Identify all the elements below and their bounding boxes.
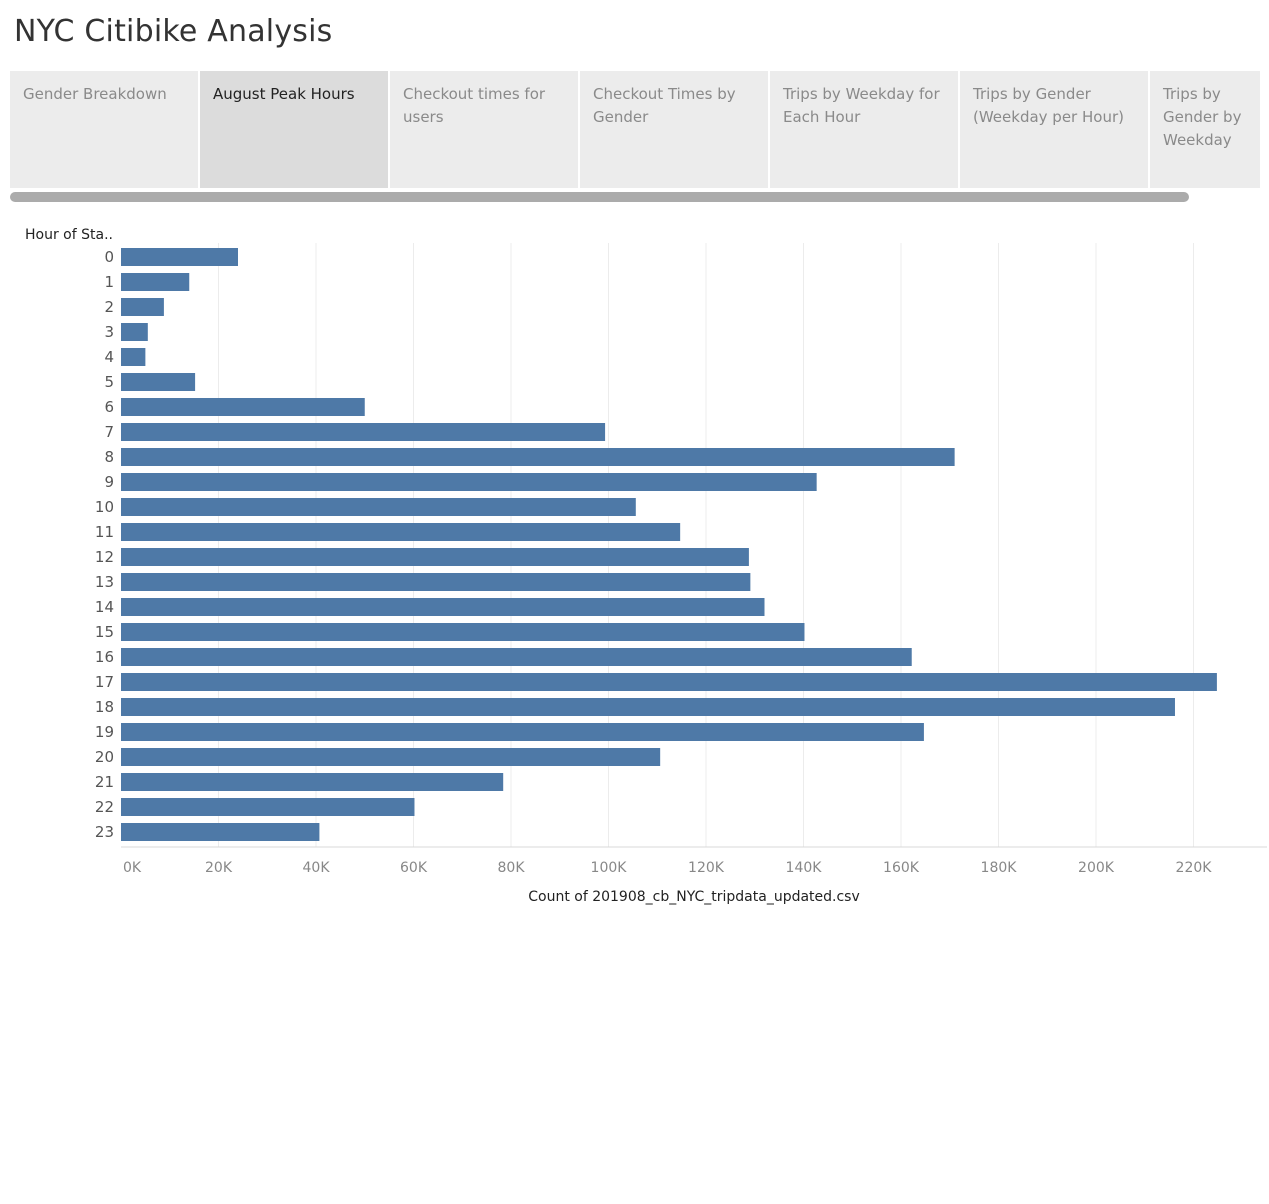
tab-checkout-times-users[interactable]: Checkout times for users <box>390 71 578 188</box>
tab-trips-gender-weekday-hour[interactable]: Trips by Gender (Weekday per Hour) <box>960 71 1148 188</box>
bars <box>121 248 1217 841</box>
y-tick-label: 22 <box>95 798 114 816</box>
y-tick-label: 15 <box>95 623 114 641</box>
y-tick-label: 21 <box>95 773 114 791</box>
x-tick-label: 120K <box>688 860 725 876</box>
x-tick-label: 60K <box>400 860 428 876</box>
x-tick-label: 180K <box>981 860 1018 876</box>
x-tick-label: 220K <box>1176 860 1213 876</box>
y-tick-label: 5 <box>104 373 114 391</box>
bar-hour-5[interactable] <box>121 373 196 391</box>
x-tick-label: 20K <box>205 860 233 876</box>
bar-hour-15[interactable] <box>121 623 805 641</box>
x-tick-label: 0K <box>123 860 142 876</box>
tab-trips-weekday-hour[interactable]: Trips by Weekday for Each Hour <box>770 71 958 188</box>
bar-hour-11[interactable] <box>121 523 681 541</box>
x-tick-label: 100K <box>591 860 628 876</box>
x-axis-title: Count of 201908_cb_NYC_tripdata_updated.… <box>528 889 860 905</box>
x-tick-label: 80K <box>498 860 526 876</box>
x-tick-label: 40K <box>303 860 331 876</box>
y-tick-label: 18 <box>95 698 114 716</box>
bar-hour-9[interactable] <box>121 473 817 491</box>
tab-gender-breakdown[interactable]: Gender Breakdown <box>10 71 198 188</box>
y-tick-label: 19 <box>95 723 114 741</box>
y-tick-label: 10 <box>95 498 114 516</box>
y-tick-label: 16 <box>95 648 114 666</box>
y-tick-label: 20 <box>95 748 114 766</box>
y-tick-label: 0 <box>104 248 114 266</box>
bar-hour-17[interactable] <box>121 673 1217 691</box>
y-tick-label: 9 <box>104 473 114 491</box>
bar-hour-2[interactable] <box>121 298 164 316</box>
tab-scrollbar-thumb[interactable] <box>10 192 1189 202</box>
x-tick-label: 160K <box>883 860 920 876</box>
y-tick-label: 4 <box>104 348 114 366</box>
y-tick-label: 3 <box>104 323 114 341</box>
bar-hour-18[interactable] <box>121 698 1175 716</box>
bar-hour-21[interactable] <box>121 773 504 791</box>
gridlines <box>121 243 1267 848</box>
y-tick-label: 8 <box>104 448 114 466</box>
x-tick-labels: 0K 20K 40K 60K 80K 100K 120K 140K 160K 180K 200K 22… <box>123 860 1212 876</box>
bar-hour-13[interactable] <box>121 573 751 591</box>
y-tick-label: 14 <box>95 598 114 616</box>
bar-hour-10[interactable] <box>121 498 636 516</box>
y-tick-label: 2 <box>104 298 114 316</box>
bar-hour-16[interactable] <box>121 648 912 666</box>
bar-hour-12[interactable] <box>121 548 749 566</box>
x-tick-label: 140K <box>786 860 823 876</box>
bar-hour-20[interactable] <box>121 748 661 766</box>
y-axis-title: Hour of Sta.. <box>25 227 113 243</box>
y-tick-label: 1 <box>104 273 114 291</box>
y-tick-label: 13 <box>95 573 114 591</box>
bar-hour-6[interactable] <box>121 398 365 416</box>
y-tick-label: 17 <box>95 673 114 691</box>
bar-hour-23[interactable] <box>121 823 320 841</box>
y-tick-label: 6 <box>104 398 114 416</box>
y-tick-label: 7 <box>104 423 114 441</box>
page-title: NYC Citibike Analysis <box>14 14 333 49</box>
bar-hour-0[interactable] <box>121 248 238 266</box>
y-tick-label: 11 <box>95 523 114 541</box>
tab-checkout-times-gender[interactable]: Checkout Times by Gender <box>580 71 768 188</box>
bar-hour-19[interactable] <box>121 723 924 741</box>
bar-hour-7[interactable] <box>121 423 606 441</box>
bar-hour-4[interactable] <box>121 348 146 366</box>
y-tick-label: 23 <box>95 823 114 841</box>
tab-strip: Gender Breakdown August Peak Hours Check… <box>10 71 1260 188</box>
bar-chart: Hour of Sta.. 0 1 2 3 4 5 6 7 8 9 10 11 12 13 14 15 16 17… <box>0 215 1269 915</box>
tab-scrollbar[interactable] <box>10 190 1260 204</box>
bar-hour-1[interactable] <box>121 273 190 291</box>
bar-chart-svg: Hour of Sta.. 01234567891011121314151617… <box>25 227 1267 905</box>
bar-hour-14[interactable] <box>121 598 765 616</box>
y-tick-label: 12 <box>95 548 114 566</box>
bar-hour-8[interactable] <box>121 448 955 466</box>
bar-hour-22[interactable] <box>121 798 415 816</box>
tab-august-peak-hours[interactable]: August Peak Hours <box>200 71 388 188</box>
bar-hour-3[interactable] <box>121 323 148 341</box>
x-tick-label: 200K <box>1078 860 1115 876</box>
tab-trips-gender-weekday[interactable]: Trips by Gender by Weekday <box>1150 71 1260 188</box>
